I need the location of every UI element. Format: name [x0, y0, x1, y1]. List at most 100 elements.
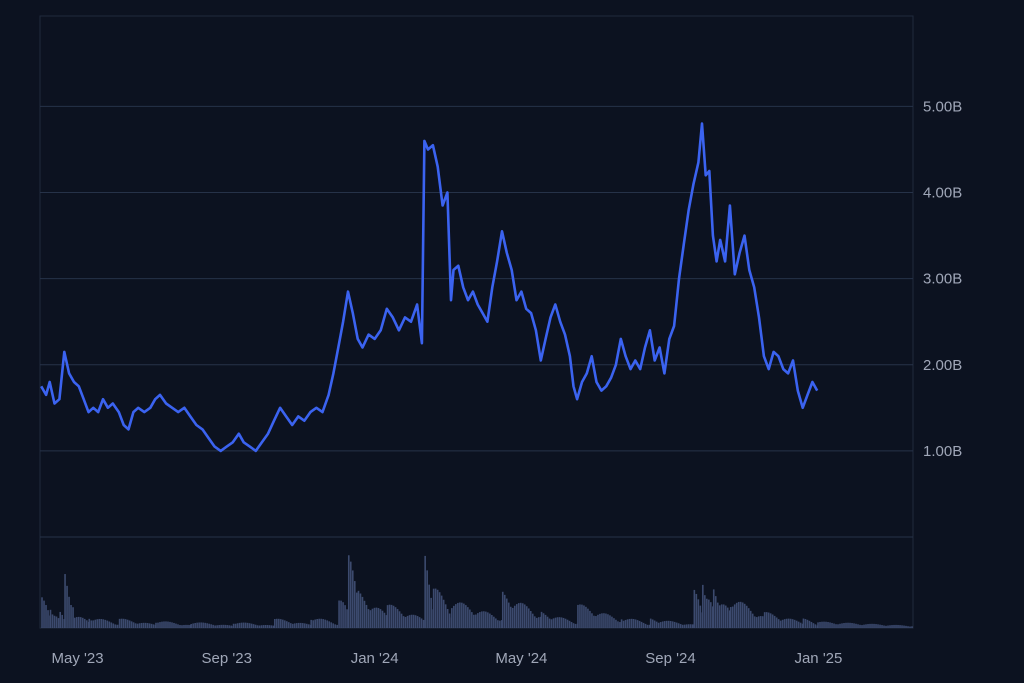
volume-bar [126, 619, 129, 628]
volume-bar [636, 620, 639, 628]
volume-bar [171, 622, 173, 628]
volume-bar [519, 602, 522, 628]
volume-bar [296, 623, 298, 628]
y-tick-label: 5.00B [923, 98, 962, 115]
volume-bar [706, 598, 708, 628]
volume-bar [895, 624, 897, 628]
volume-bar [481, 611, 483, 628]
volume-bar [81, 617, 84, 628]
volume-bar [879, 624, 881, 628]
volume-bar [587, 608, 589, 628]
volume-bar [773, 615, 776, 628]
volume-bar [173, 622, 175, 628]
volume-bar [556, 617, 559, 628]
volume-bar [562, 617, 565, 628]
volume-bar [258, 625, 261, 628]
volume-bar [554, 617, 557, 628]
y-tick-label: 1.00B [923, 443, 962, 460]
volume-bar [322, 619, 324, 628]
volume-bar [765, 612, 768, 628]
volume-bar [769, 613, 772, 628]
volume-bar [827, 622, 829, 628]
volume-bar [593, 615, 595, 628]
x-tick-label: Jan '25 [794, 650, 842, 667]
volume-bar [94, 619, 97, 628]
volume-bar [622, 620, 625, 628]
volume-bar [689, 624, 692, 628]
volume-bar [130, 621, 133, 628]
y-tick-label: 2.00B [923, 357, 962, 374]
volume-bar [628, 618, 631, 628]
volume-bar [568, 620, 571, 628]
volume-bar [226, 625, 228, 628]
volume-bar [477, 613, 479, 628]
volume-bar [737, 601, 740, 628]
volume-bar [351, 570, 354, 628]
volume-bar [845, 622, 847, 628]
volume-bar [314, 619, 316, 628]
plot-frame [39, 15, 914, 629]
volume-bar [704, 595, 706, 628]
volume-bar [591, 613, 593, 628]
volume-bar [264, 625, 267, 628]
volume-bar [825, 621, 827, 628]
volume-bar [430, 597, 432, 628]
volume-bar [292, 623, 294, 628]
volume-bar [254, 624, 257, 628]
volume-bar [457, 602, 459, 628]
volume-bar [124, 619, 127, 628]
x-tick-label: Jan '24 [351, 650, 399, 667]
volume-bar [179, 625, 181, 628]
volume-bar [318, 618, 320, 628]
price-line [40, 122, 819, 453]
volume-bar [525, 606, 528, 628]
volume-bar [138, 623, 141, 628]
volume-bar [893, 624, 895, 628]
volume-bar [406, 615, 409, 628]
volume-bar [310, 619, 312, 628]
volume-bar [718, 605, 721, 628]
volume-bar [533, 616, 536, 628]
volume-bar [453, 605, 455, 628]
volume-bar [702, 584, 704, 628]
volume-bar [661, 621, 664, 628]
volume-bar [388, 604, 391, 628]
volume-bar [761, 616, 764, 628]
volume-bar [572, 623, 575, 628]
volume-bar [903, 625, 905, 628]
volume-bar [155, 622, 157, 628]
volume-bar [741, 602, 744, 628]
volume-bar [651, 619, 654, 628]
volume-bar [49, 609, 52, 628]
volume-bar [216, 625, 218, 628]
volume-bar [222, 624, 224, 628]
volume-bar [102, 619, 105, 628]
volume-bar [728, 610, 731, 628]
volume-bar [344, 605, 346, 628]
volume-bar [552, 618, 555, 628]
volume-bar [659, 622, 662, 628]
volume-bar [234, 623, 237, 628]
volume-bar [712, 606, 714, 628]
volume-bar [363, 600, 366, 628]
volume-bar [669, 621, 672, 628]
volume-bar [284, 620, 286, 628]
volume-bar [161, 621, 163, 628]
volume-bar [336, 624, 338, 628]
volume-bar [442, 599, 445, 628]
volume-bar [583, 605, 585, 628]
volume-bar [712, 589, 715, 628]
volume-bar [57, 618, 60, 628]
volume-bar [644, 623, 647, 628]
volume-bar [150, 623, 153, 628]
volume-bar [566, 619, 569, 628]
volume-bar [108, 621, 111, 628]
volume-bar [167, 621, 169, 628]
volume-bar [390, 604, 393, 628]
volume-bar [722, 604, 725, 628]
volume-bar [114, 624, 117, 628]
volume-bar [448, 613, 451, 628]
volume-bar [607, 614, 609, 628]
x-tick-label: May '24 [495, 650, 547, 667]
volume-bar [509, 606, 512, 628]
